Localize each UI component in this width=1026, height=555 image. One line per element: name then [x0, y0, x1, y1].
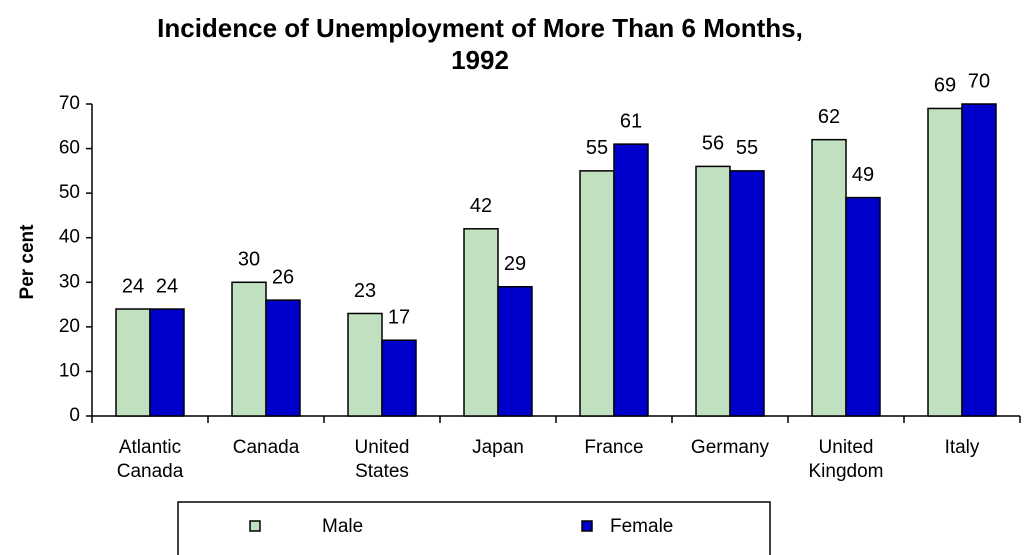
bar — [347, 312, 383, 417]
bar — [497, 285, 533, 417]
data-label: 24 — [122, 275, 144, 297]
bar — [579, 170, 615, 417]
x-tick-label: France — [584, 437, 644, 458]
legend-label: Female — [610, 516, 673, 537]
x-tick-label: Italy — [944, 437, 980, 458]
x-tick-label: Canada — [232, 437, 300, 458]
data-label: 29 — [504, 253, 526, 275]
bar — [695, 165, 731, 417]
bar — [845, 196, 881, 417]
bar — [231, 281, 267, 417]
x-tick-label: United Kingdom — [808, 437, 884, 482]
bar — [961, 103, 997, 417]
data-label: 24 — [156, 275, 178, 297]
bar — [265, 299, 301, 417]
bar — [463, 228, 499, 417]
bar — [149, 308, 185, 417]
data-label: 55 — [586, 137, 608, 159]
data-label: 23 — [354, 280, 376, 302]
x-tick-label: Germany — [690, 437, 770, 458]
data-label: 70 — [968, 70, 990, 92]
y-tick-label: 0 — [69, 405, 80, 426]
legend-label: Male — [322, 516, 363, 537]
bar — [381, 339, 417, 417]
data-label: 30 — [238, 249, 260, 271]
data-label: 49 — [852, 164, 874, 186]
bar — [927, 107, 963, 417]
x-tick-label: Atlantic Canada — [116, 437, 184, 482]
x-tick-label: United States — [354, 437, 410, 482]
legend-swatch — [581, 520, 593, 532]
legend-swatch — [249, 520, 261, 532]
y-tick-label: 40 — [59, 227, 80, 248]
data-label: 26 — [272, 266, 294, 288]
bar — [613, 143, 649, 417]
legend-box — [177, 501, 771, 555]
bar — [729, 170, 765, 417]
y-tick-label: 50 — [59, 182, 80, 203]
y-tick-label: 30 — [59, 271, 80, 292]
data-label: 62 — [818, 106, 840, 128]
y-axis-label: Per cent — [17, 224, 38, 300]
data-label: 61 — [620, 110, 642, 132]
bar — [811, 138, 847, 417]
y-tick-label: 60 — [59, 138, 80, 159]
data-label: 69 — [934, 75, 956, 97]
y-tick-label: 70 — [59, 93, 80, 114]
bar — [115, 308, 151, 417]
y-tick-label: 10 — [59, 360, 80, 381]
chart-title: Incidence of Unemployment of More Than 6… — [157, 13, 803, 75]
x-tick-label: Japan — [472, 437, 524, 458]
data-label: 17 — [388, 307, 410, 329]
data-label: 42 — [470, 195, 492, 217]
data-label: 56 — [702, 133, 724, 155]
data-label: 55 — [736, 137, 758, 159]
y-tick-label: 20 — [59, 316, 80, 337]
